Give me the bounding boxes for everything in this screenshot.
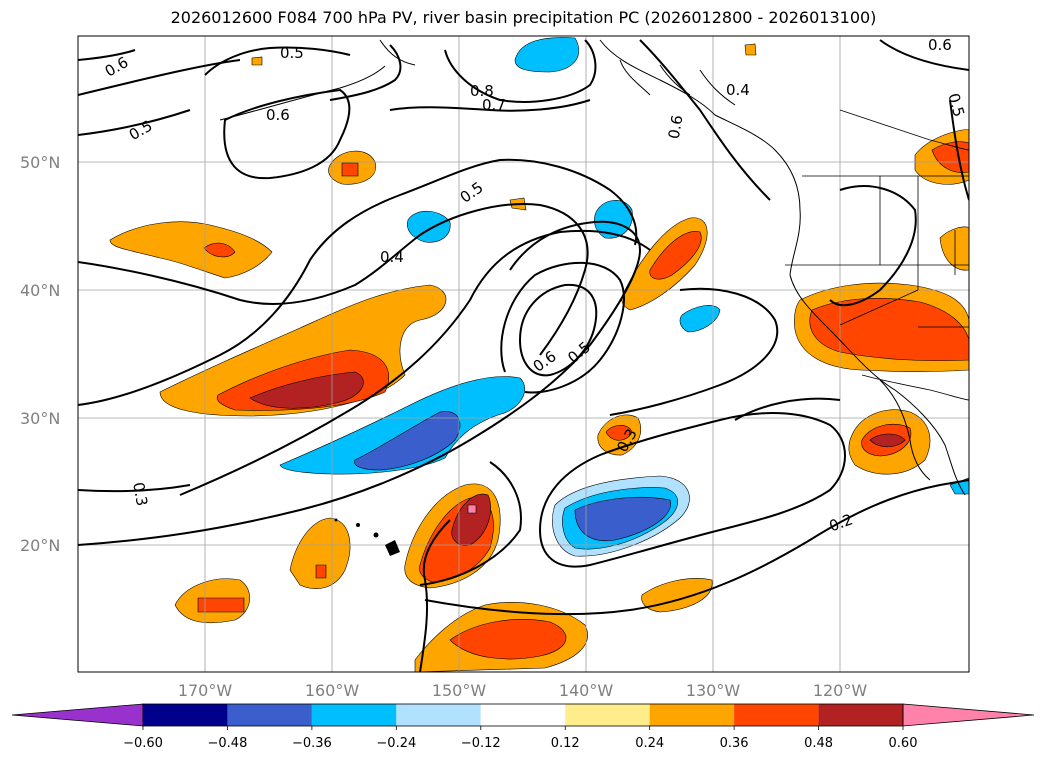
latitude-labels: 50°N 40°N 30°N 20°N [20, 153, 60, 555]
colorbar-tick-label: 0.60 [889, 736, 918, 751]
lat-label: 30°N [20, 409, 60, 428]
contour-label: 0.6 [665, 114, 687, 141]
positive-anomaly-region [109, 221, 273, 279]
colorbar-segment [143, 704, 228, 726]
negative-anomaly-region [279, 376, 526, 475]
lon-label: 130°W [686, 681, 741, 700]
colorbar-tick-label: 0.12 [551, 736, 580, 751]
political-borders [785, 109, 969, 401]
contour-label: 0.6 [928, 36, 952, 54]
positive-anomaly-region [315, 564, 327, 579]
longitude-labels: 170°W 160°W 150°W 140°W 130°W 120°W [178, 681, 868, 700]
negative-anomaly-region [679, 305, 721, 333]
contour-label: 0.7 [482, 96, 506, 114]
positive-anomaly-region [605, 424, 633, 441]
positive-anomaly-region [467, 504, 477, 514]
positive-anomaly-region [744, 43, 757, 56]
contour-label-group: 0.6 0.5 0.6 0.5 0.8 0.7 0.6 0.4 0.5 0.4 … [102, 36, 968, 535]
positive-anomaly-region [451, 493, 491, 546]
colorbar-segment [396, 704, 481, 726]
lon-label: 170°W [178, 681, 233, 700]
colorbar-extend-low [11, 703, 144, 727]
colorbar-segment [734, 704, 819, 726]
colorbar-tick-label: −0.12 [461, 736, 501, 751]
negative-anomaly-region [407, 210, 451, 243]
contour-label: 0.3 [129, 481, 151, 508]
map-frame [77, 35, 970, 673]
positive-anomaly-region [197, 597, 245, 613]
contour-label: 0.5 [457, 178, 487, 206]
colorbar-tick-label: 0.24 [635, 736, 664, 751]
colorbar-segment [565, 704, 650, 726]
positive-anomaly-region [289, 517, 351, 589]
contour-label: 0.5 [280, 44, 304, 62]
positive-anomaly-region [449, 619, 567, 660]
lat-label: 20°N [20, 536, 60, 555]
colorbar-tick-label: 0.48 [804, 736, 833, 751]
positive-anomaly-region [249, 371, 364, 409]
precip-shading [109, 37, 969, 672]
contour-label: 0.4 [380, 248, 404, 266]
lat-label: 50°N [20, 153, 60, 172]
contour-label: 0.5 [944, 91, 968, 119]
colorbar-segment [311, 704, 397, 726]
lat-label: 40°N [20, 281, 60, 300]
colorbar-segment [480, 704, 566, 726]
pv-contours [78, 39, 969, 672]
contour-label: 0.2 [827, 510, 856, 535]
colorbar-segment [818, 704, 903, 726]
colorbar-tick-label: −0.60 [123, 736, 163, 751]
hawaii-islands [334, 518, 400, 556]
lon-label: 160°W [305, 681, 360, 700]
colorbar-tick-label: −0.48 [208, 736, 248, 751]
graticule [78, 36, 969, 672]
map-title: 2026012600 F084 700 hPa PV, river basin … [170, 8, 877, 27]
positive-anomaly-region [251, 56, 263, 66]
colorbar-tick-label: −0.24 [376, 736, 416, 751]
positive-anomaly-region [203, 242, 236, 258]
negative-anomaly-region [594, 200, 633, 239]
contour-label: 0.4 [726, 81, 750, 99]
positive-anomaly-region [649, 231, 702, 280]
positive-anomaly-region [341, 162, 359, 177]
colorbar-tick-label: −0.36 [292, 736, 332, 751]
negative-anomaly-region [514, 37, 580, 73]
contour-label: 0.8 [470, 82, 494, 100]
lon-label: 120°W [813, 681, 868, 700]
positive-anomaly-region [869, 433, 906, 448]
lon-label: 140°W [559, 681, 614, 700]
colorbar-extend-high [902, 703, 1035, 727]
positive-anomaly-region [809, 297, 969, 362]
negative-anomaly-region [574, 496, 671, 542]
colorbar-tick-label: 0.36 [720, 736, 749, 751]
colorbar-segment [227, 704, 312, 726]
positive-anomaly-region [939, 226, 969, 271]
lon-label: 150°W [432, 681, 487, 700]
colorbar-segment [649, 704, 735, 726]
negative-anomaly-region [354, 411, 461, 471]
colorbar: −0.60 −0.48 −0.36 −0.24 −0.12 0.12 0.24 0.36 0.4… [11, 703, 1035, 751]
colorbar-frame [142, 703, 904, 727]
contour-label: 0.6 [266, 106, 290, 124]
